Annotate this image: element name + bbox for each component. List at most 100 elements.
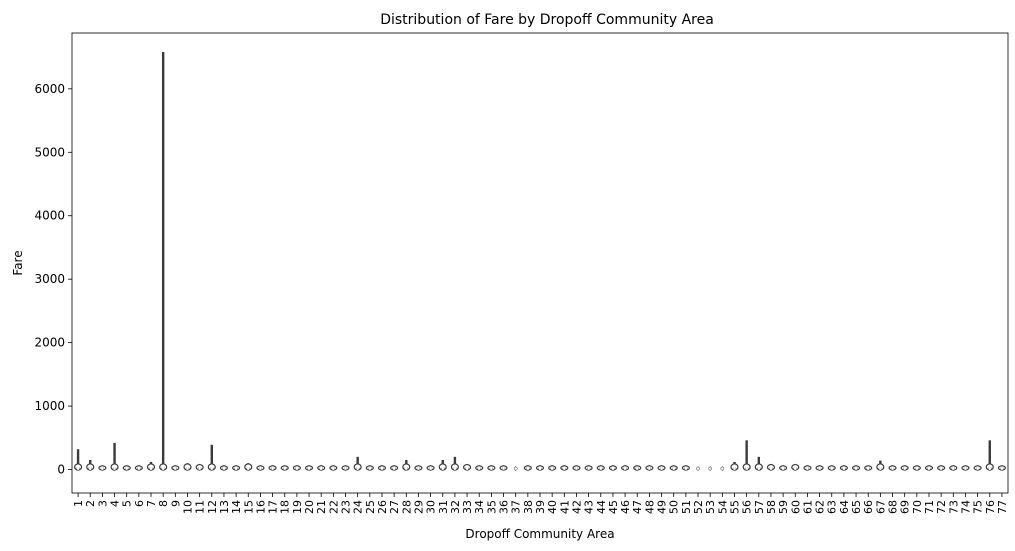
violin-45 (608, 465, 617, 471)
violin-body (207, 463, 216, 471)
violin-32 (450, 456, 459, 471)
violin-68 (888, 465, 897, 471)
violin-median (307, 467, 311, 470)
violin-70 (912, 465, 921, 471)
violin-41 (560, 465, 569, 471)
violin-median (866, 467, 870, 470)
y-axis-label: Fare (11, 250, 25, 275)
violin-1 (74, 449, 83, 471)
violin-46 (621, 465, 630, 471)
violin-18 (280, 465, 289, 471)
violin-26 (377, 465, 387, 471)
x-tick-label: 49 (656, 500, 669, 514)
x-tick-label: 46 (619, 500, 632, 514)
x-tick-label: 18 (279, 500, 292, 514)
x-axis: 1 2 3 4 5 6 7 8 9 10 11 12 13 14 15 16 17 18 19 20 21 22 23 24 2… (72, 493, 1009, 514)
violin-43 (584, 465, 593, 471)
violin-median (356, 467, 359, 470)
violin-median (88, 467, 92, 470)
x-tick-label: 74 (959, 500, 972, 514)
violin-median (234, 467, 238, 470)
violin-54 (720, 466, 725, 471)
violin-body (742, 463, 751, 471)
x-tick-label: 33 (461, 500, 474, 514)
violin-median (721, 467, 724, 470)
x-tick-label: 76 (984, 500, 997, 514)
violin-6 (134, 465, 143, 471)
violin-35 (487, 465, 496, 471)
x-tick-label: 5 (121, 500, 134, 507)
violin-7 (146, 461, 156, 471)
x-tick-label: 47 (631, 500, 644, 514)
violin-median (575, 467, 578, 470)
violin-63 (827, 465, 836, 471)
y-tick-label: 6000 (34, 82, 65, 96)
violin-median (137, 467, 141, 470)
violin-median (283, 467, 287, 470)
x-tick-label: 25 (364, 500, 377, 514)
violin-21 (317, 465, 326, 471)
x-tick-label: 44 (595, 500, 608, 514)
x-tick-label: 28 (400, 500, 413, 514)
violin-9 (171, 465, 180, 471)
x-tick-label: 58 (765, 500, 778, 514)
violin-44 (596, 465, 605, 471)
x-tick-label: 24 (352, 500, 365, 514)
violin-median (380, 467, 384, 470)
violin-15 (244, 463, 253, 471)
violin-median (879, 467, 882, 470)
violin-median (769, 467, 773, 470)
violin-median (672, 467, 676, 470)
violin-median (222, 467, 226, 470)
x-tick-label: 23 (340, 500, 353, 514)
violin-body (450, 463, 459, 471)
violin-51 (681, 465, 690, 471)
x-tick-label: 39 (534, 500, 547, 514)
violin-median (526, 467, 530, 470)
x-tick-label: 1 (72, 500, 85, 507)
violin-30 (426, 465, 435, 471)
x-tick-label: 4 (109, 500, 122, 507)
violin-median (417, 467, 420, 470)
violin-69 (900, 465, 909, 471)
x-tick-label: 56 (741, 500, 754, 514)
violin-median (319, 467, 323, 470)
x-tick-label: 65 (850, 500, 863, 514)
violin-22 (329, 465, 338, 471)
violin-body (438, 463, 447, 471)
violin-median (563, 467, 566, 470)
violin-median (465, 467, 469, 470)
violin-median (490, 467, 493, 470)
x-tick-label: 48 (643, 500, 656, 514)
violin-median (174, 467, 177, 470)
violin-median (951, 467, 955, 470)
x-tick-label: 52 (692, 500, 705, 514)
x-tick-label: 29 (412, 500, 425, 514)
violin-34 (475, 465, 484, 471)
x-axis-label: Dropoff Community Area (465, 527, 614, 541)
x-tick-label: 61 (801, 500, 814, 514)
x-tick-label: 67 (874, 500, 887, 514)
violin-50 (669, 465, 678, 471)
violin-36 (499, 465, 508, 471)
violin-53 (708, 466, 712, 471)
violin-body (74, 463, 83, 471)
violin-median (502, 467, 505, 470)
y-tick-label: 1000 (34, 399, 65, 413)
violin-40 (548, 465, 557, 471)
violin-77 (997, 465, 1006, 471)
violin-55 (730, 461, 739, 471)
violin-median (186, 467, 189, 470)
x-tick-label: 63 (826, 500, 839, 514)
violin-median (453, 467, 457, 470)
violin-body (730, 463, 739, 471)
x-tick-label: 69 (899, 500, 912, 514)
violin-8 (159, 52, 168, 471)
violin-median (842, 467, 846, 470)
violin-3 (98, 465, 107, 471)
x-tick-label: 17 (267, 500, 280, 514)
violin-72 (937, 465, 946, 471)
violin-median (210, 467, 214, 470)
violin-13 (219, 465, 229, 471)
x-tick-label: 45 (607, 500, 620, 514)
